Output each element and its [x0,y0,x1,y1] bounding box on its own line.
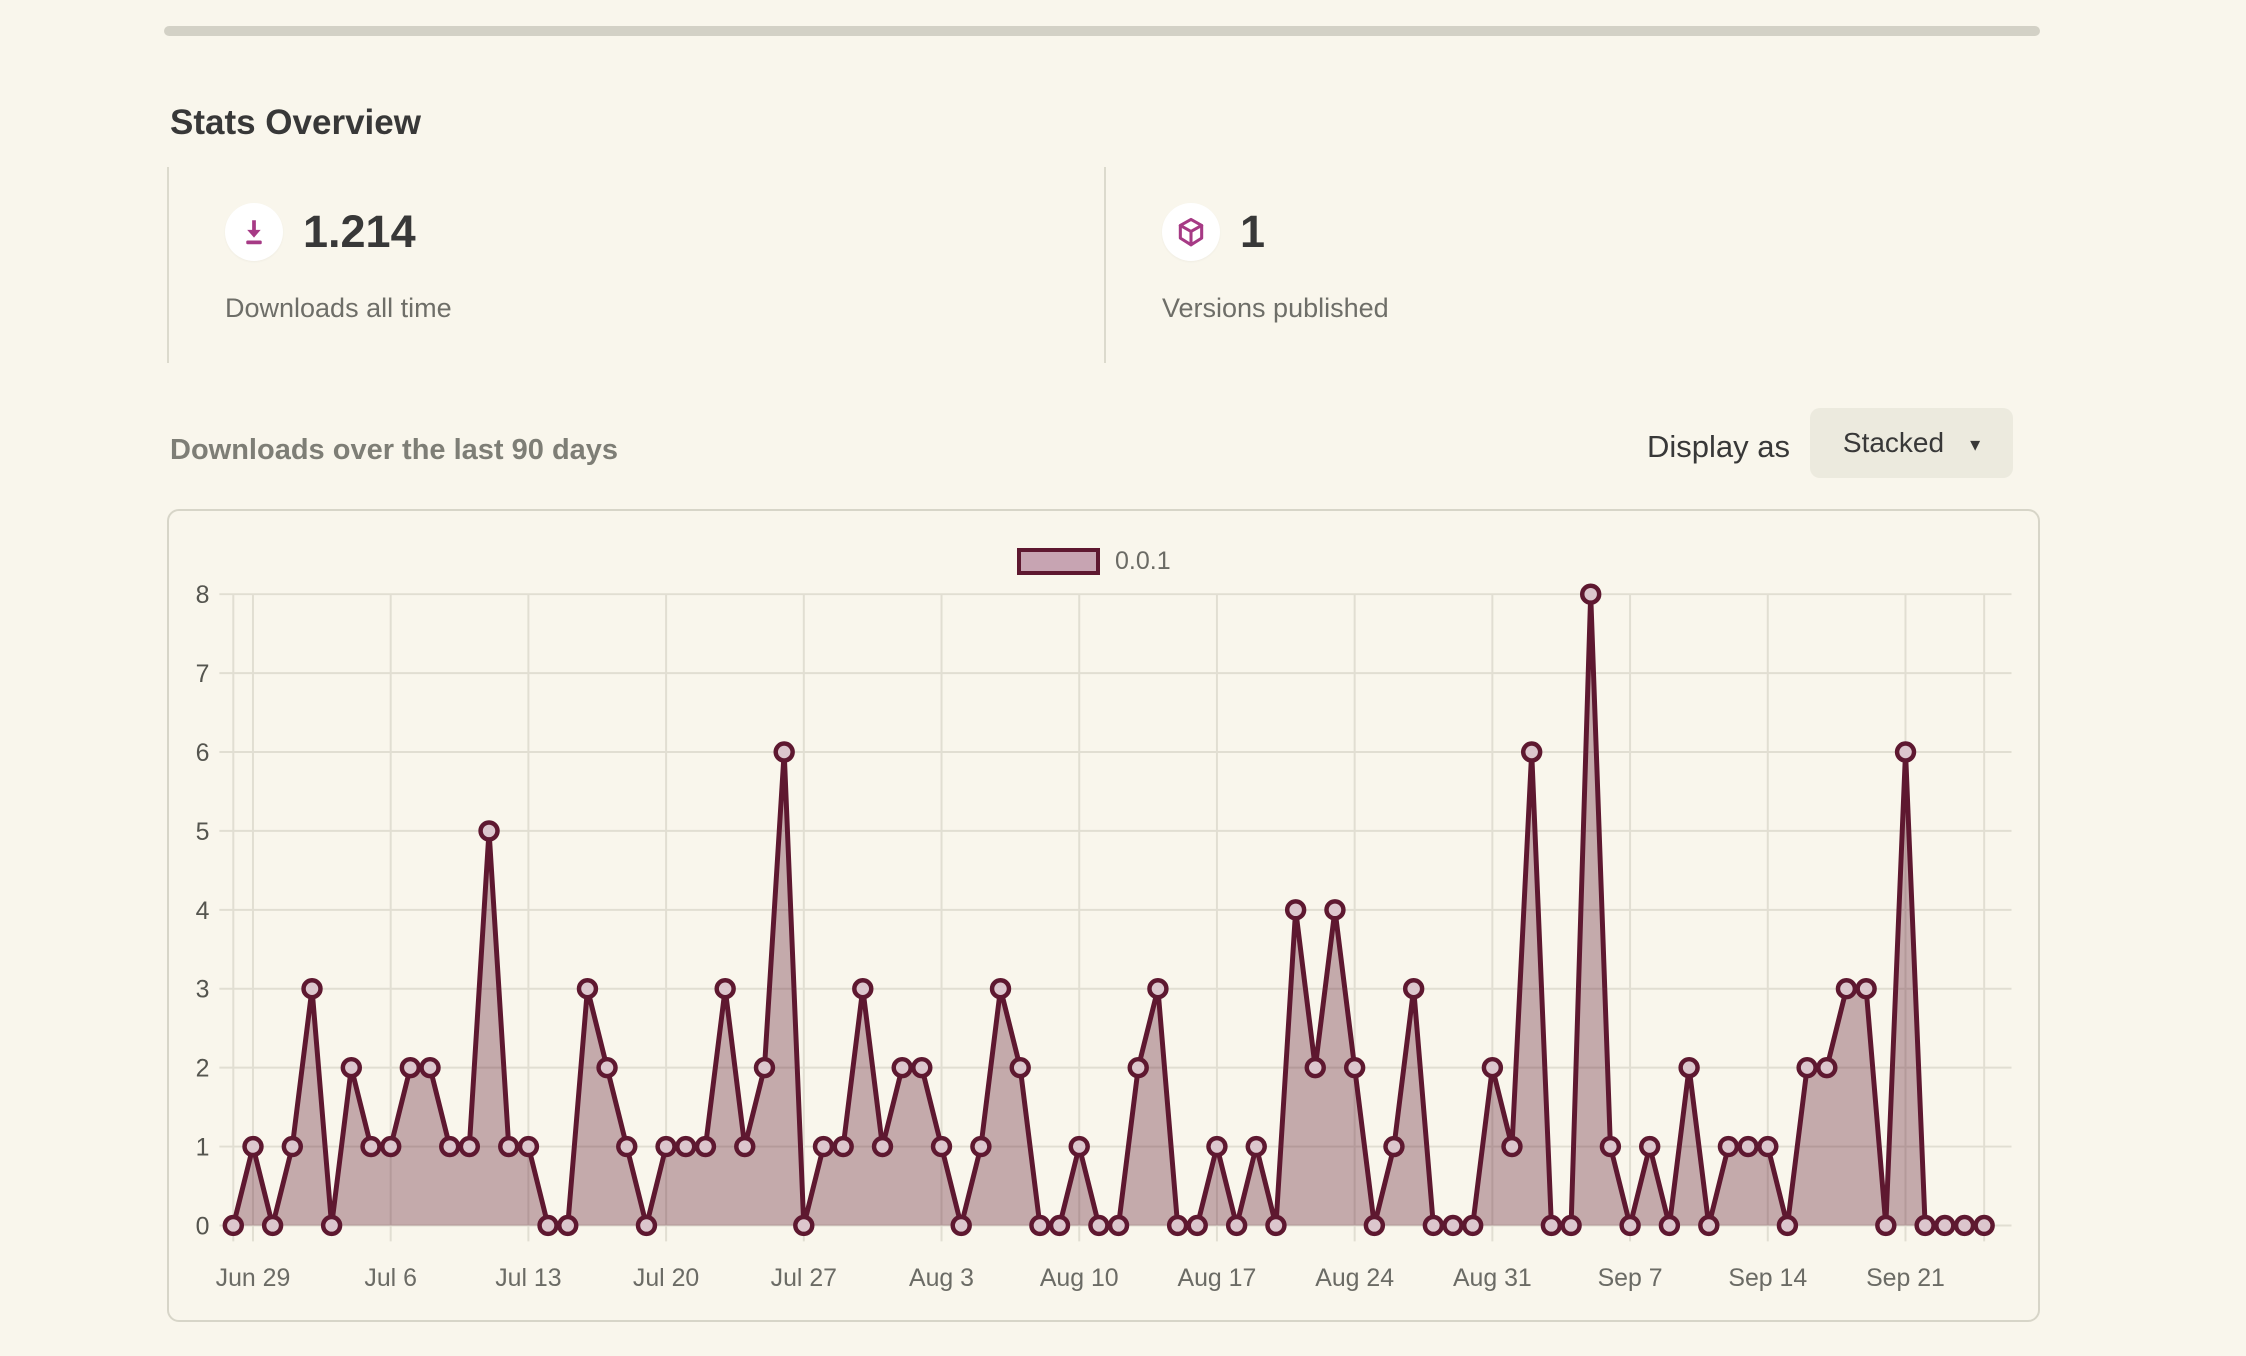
svg-text:2: 2 [196,1055,210,1083]
svg-text:Sep 14: Sep 14 [1728,1264,1807,1292]
svg-text:1: 1 [196,1134,210,1162]
chart-area-fill [233,594,1985,1226]
svg-text:5: 5 [196,818,210,846]
chart-vertical-gridlines [232,594,1986,1242]
versions-count: 1 [1240,206,1266,257]
legend-swatch [1017,548,1100,575]
svg-text:Jul 6: Jul 6 [364,1264,417,1292]
downloads-stat-top: 1.214 [225,203,1104,261]
downloads-label: Downloads all time [225,293,452,323]
legend-series-label: 0.0.1 [1115,547,1171,575]
svg-text:Aug 31: Aug 31 [1453,1264,1532,1292]
svg-text:Jul 13: Jul 13 [495,1264,561,1292]
svg-text:Aug 10: Aug 10 [1040,1264,1119,1292]
svg-text:3: 3 [196,976,210,1004]
stats-summary-row: 1.214 Downloads all time 1 Versions publ… [167,167,2040,363]
display-as-dropdown[interactable]: Stacked ▾ [1810,408,2013,478]
chart-legend: 0.0.1 [1017,547,1171,576]
svg-text:Jun 29: Jun 29 [216,1264,291,1292]
svg-text:6: 6 [196,739,210,767]
versions-stat-card: 1 Versions published [1104,167,2040,363]
chart-y-axis-labels: 0 1 2 3 4 5 6 7 8 [196,581,210,1240]
chevron-down-icon: ▾ [1970,433,1981,456]
section-divider [164,26,2040,36]
svg-text:Aug 24: Aug 24 [1315,1264,1394,1292]
download-icon [246,220,262,245]
svg-text:Sep 7: Sep 7 [1598,1264,1663,1292]
display-as-label: Display as [1647,429,1790,464]
chart-title: Downloads over the last 90 days [170,434,619,466]
svg-text:Jul 27: Jul 27 [771,1264,837,1292]
svg-text:8: 8 [196,581,210,609]
svg-text:4: 4 [196,897,210,925]
package-icon-circle [1162,203,1220,261]
chart-data-points [222,583,1995,1237]
downloads-chart[interactable]: 0 1 2 3 4 5 6 7 8 Jun 29 Jul 6 Jul 13 Jul 20 Jul 27 A… [169,511,2038,1320]
svg-text:Aug 3: Aug 3 [909,1264,974,1292]
svg-text:7: 7 [196,660,210,688]
package-icon [1178,217,1204,247]
versions-label: Versions published [1162,293,1389,323]
svg-text:0: 0 [196,1212,210,1240]
stats-overview-heading: Stats Overview [170,103,421,143]
downloads-stat-card: 1.214 Downloads all time [167,167,1104,363]
download-icon-circle [225,203,283,261]
svg-text:Sep 21: Sep 21 [1866,1264,1945,1292]
versions-stat-top: 1 [1162,203,2040,261]
downloads-chart-panel: 0 1 2 3 4 5 6 7 8 Jun 29 Jul 6 Jul 13 Jul 20 Jul 27 A… [167,509,2040,1322]
display-as-selected-value: Stacked [1842,427,1945,458]
svg-text:Aug 17: Aug 17 [1178,1264,1257,1292]
chart-x-axis-labels: Jun 29 Jul 6 Jul 13 Jul 20 Jul 27 Aug 3 Aug 10… [216,1264,1945,1292]
downloads-count: 1.214 [303,206,416,257]
svg-text:Jul 20: Jul 20 [633,1264,699,1292]
